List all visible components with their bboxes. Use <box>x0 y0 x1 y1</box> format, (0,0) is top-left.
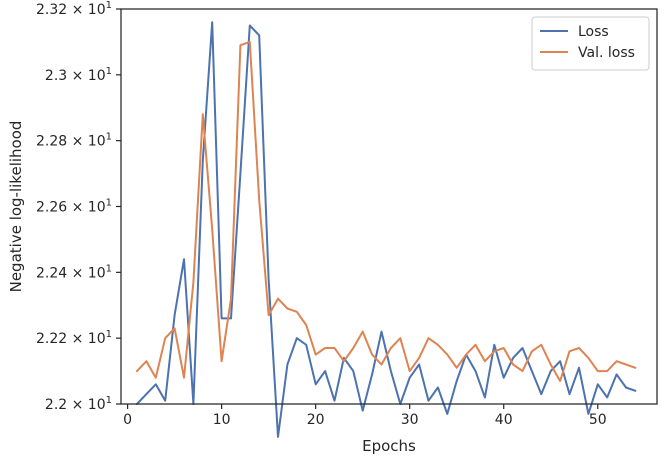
legend-label: Loss <box>578 24 609 40</box>
x-tick-label: 0 <box>123 412 132 428</box>
series-line-loss <box>136 21 637 438</box>
y-tick-label: 2.2 × 101 <box>45 395 112 413</box>
series-layer <box>136 21 637 438</box>
legend: Loss Val. loss <box>531 16 650 71</box>
x-axis: 0 10 20 30 40 50 <box>123 404 607 428</box>
x-tick-label: 40 <box>495 412 513 428</box>
y-tick-label: 2.28 × 101 <box>36 132 112 150</box>
x-tick-label: 20 <box>307 412 325 428</box>
x-axis-label: Epochs <box>362 437 416 455</box>
y-tick-label: 2.24 × 101 <box>36 263 112 281</box>
legend-label: Val. loss <box>578 45 635 61</box>
y-tick-label: 2.26 × 101 <box>36 198 112 216</box>
y-tick-label: 2.32 × 101 <box>36 0 112 18</box>
y-axis-label: Negative log-likelihood <box>7 121 25 293</box>
x-tick-label: 10 <box>213 412 231 428</box>
x-tick-label: 30 <box>401 412 419 428</box>
y-axis: 2.2 × 101 2.22 × 101 2.24 × 101 2.26 × 101 2… <box>36 0 121 413</box>
y-tick-label: 2.22 × 101 <box>36 329 112 347</box>
series-line-val-loss <box>136 40 637 382</box>
x-tick-label: 50 <box>589 412 607 428</box>
legend-items: Loss Val. loss <box>540 24 635 61</box>
y-tick-label: 2.3 × 101 <box>45 66 112 84</box>
